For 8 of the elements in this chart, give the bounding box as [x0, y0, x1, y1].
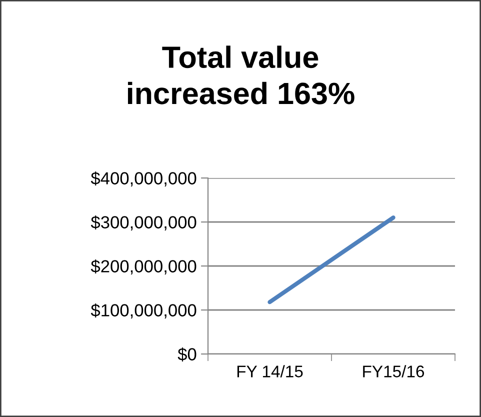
chart-title: Total value increased 163% — [128, 46, 354, 104]
y-tick-label: $300,000,000 — [90, 215, 196, 231]
x-tick-label: FY15/16 — [363, 365, 424, 378]
x-tick-label: FY 14/15 — [237, 365, 303, 378]
y-tick-label: $400,000,000 — [90, 171, 196, 187]
y-tick-label: $100,000,000 — [90, 303, 196, 319]
y-tick-label: $0 — [178, 347, 196, 362]
y-tick-label: $200,000,000 — [90, 259, 196, 275]
